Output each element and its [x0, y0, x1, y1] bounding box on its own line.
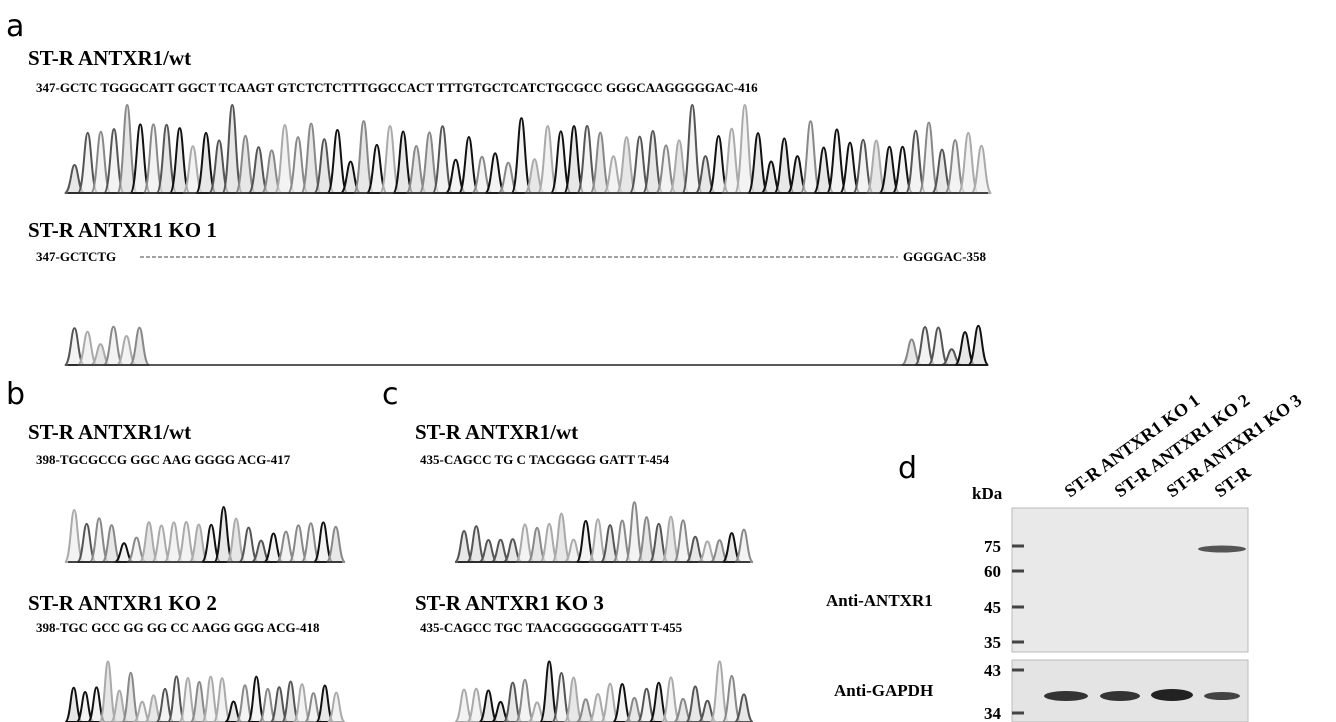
sample-title: ST-R ANTXR1 KO 3 [415, 591, 604, 615]
sample-title: ST-R ANTXR1 KO 1 [28, 218, 217, 242]
marker-label: 35 [984, 633, 1001, 652]
sequence: 398-TGCGCCG GGC AAG GGGG ACG-417 [36, 452, 291, 467]
marker-label: 75 [984, 537, 1001, 556]
unit-label: kDa [972, 484, 1003, 503]
panel-label: a [6, 9, 24, 44]
marker-label: 34 [984, 704, 1002, 722]
peak [130, 328, 150, 365]
peak [968, 326, 988, 365]
marker-label: 43 [984, 661, 1001, 680]
peak [326, 527, 345, 562]
blot-band [1100, 691, 1140, 701]
blot-band [1204, 692, 1240, 700]
sample-title: ST-R ANTXR1/wt [415, 420, 578, 444]
sequence: 435-CAGCC TG C TACGGGG GATT T-454 [420, 452, 670, 467]
marker-label: 60 [984, 562, 1001, 581]
blot-band [1044, 691, 1088, 701]
figure: a ST-R ANTXR1/wt 347-GCTC TGGGCATT GGCT … [0, 0, 1336, 722]
blot-band [1198, 546, 1246, 553]
peak [552, 513, 570, 562]
peak [328, 693, 345, 722]
peak [512, 118, 532, 193]
sample-title: ST-R ANTXR1/wt [28, 46, 191, 70]
marker-label: 45 [984, 598, 1001, 617]
peak [682, 105, 702, 193]
peak [928, 328, 948, 365]
peak [122, 673, 139, 722]
peak [972, 146, 992, 193]
antibody-label: Anti-ANTXR1 [826, 591, 933, 610]
peak [516, 680, 534, 722]
panel-label: d [898, 451, 917, 486]
sequence: 347-GCTC TGGGCATT GGCT TCAAGT GTCTCTCTTT… [36, 80, 758, 95]
peak [735, 530, 753, 562]
blot-band [1151, 689, 1193, 701]
panel-label: c [382, 377, 399, 412]
blot-membrane [1012, 508, 1248, 652]
sample-title: ST-R ANTXR1 KO 2 [28, 591, 217, 615]
sequence: 435-CAGCC TGC TAACGGGGGGATT T-455 [420, 620, 683, 635]
sequence: 347-GCTCTG [36, 249, 116, 264]
antibody-label: Anti-GAPDH [834, 681, 933, 700]
sequence: GGGGAC-358 [903, 249, 987, 264]
sequence: 398-TGC GCC GG GG CC AAGG GGG ACG-418 [36, 620, 320, 635]
panel-label: b [6, 377, 25, 412]
sample-title: ST-R ANTXR1/wt [28, 420, 191, 444]
blot-membrane [1012, 660, 1248, 722]
